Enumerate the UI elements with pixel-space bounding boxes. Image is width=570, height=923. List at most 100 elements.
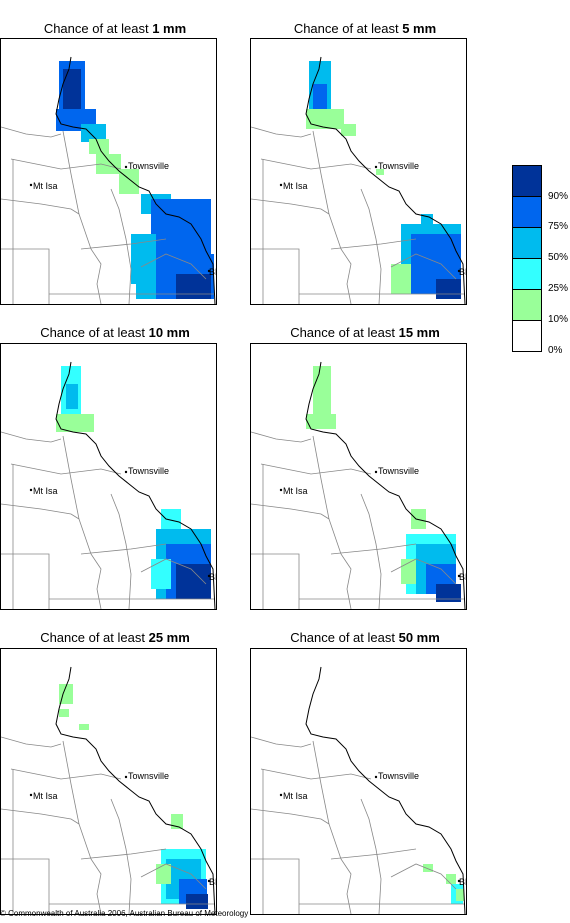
place-marker xyxy=(279,793,283,797)
rainfall-chance-cell xyxy=(59,684,73,704)
region-border xyxy=(312,130,342,250)
panel-title: Chance of at least 10 mm xyxy=(40,325,190,340)
rainfall-chance-cell xyxy=(56,414,94,432)
place-label-townsville: Townsville xyxy=(378,771,419,781)
region-border xyxy=(1,248,50,304)
place-label-bris: BRIS xyxy=(459,267,466,277)
rainfall-chance-cell xyxy=(456,889,464,901)
region-border xyxy=(360,188,382,304)
region-border xyxy=(390,558,457,585)
region-border xyxy=(1,503,80,520)
rainfall-chance-cell xyxy=(63,69,81,109)
place-label-townsville: Townsville xyxy=(128,466,169,476)
place-marker xyxy=(124,165,128,169)
region-border xyxy=(360,798,382,914)
rainfall-chance-cell xyxy=(96,154,121,174)
place-marker xyxy=(207,269,211,273)
region-border xyxy=(340,858,352,914)
place-marker xyxy=(124,775,128,779)
rainfall-chance-cell xyxy=(81,124,106,142)
place-marker xyxy=(457,269,461,273)
rainfall-chance-cell xyxy=(376,169,384,175)
rainfall-chance-cell xyxy=(436,279,461,299)
region-border xyxy=(390,863,457,890)
region-border xyxy=(330,238,417,250)
region-border xyxy=(260,158,372,170)
region-border xyxy=(140,863,207,890)
rainfall-chance-cell xyxy=(151,559,171,589)
region-border xyxy=(80,848,167,860)
region-border xyxy=(10,463,122,475)
place-marker xyxy=(374,775,378,779)
legend-label: 25% xyxy=(548,283,569,294)
region-border xyxy=(251,736,312,748)
place-marker xyxy=(29,488,33,492)
rainfall-chance-cell xyxy=(446,874,456,884)
region-border xyxy=(1,198,80,215)
legend-label: 75% xyxy=(548,221,569,232)
panel-title: Chance of at least 5 mm xyxy=(293,21,437,36)
map-50mm: Townsville Mt Isa BRIS xyxy=(250,648,467,915)
region-border xyxy=(90,858,102,914)
region-border xyxy=(10,158,122,170)
region-border xyxy=(360,493,382,609)
region-border xyxy=(390,253,457,280)
region-border xyxy=(110,798,132,914)
map-25mm: Townsville Mt Isa BRIS xyxy=(0,648,217,915)
map-svg: Townsville Mt Isa BRIS xyxy=(1,666,216,914)
rainfall-chance-cell xyxy=(156,864,171,884)
rainfall-chance-cell xyxy=(313,366,331,416)
place-marker xyxy=(279,183,283,187)
region-border xyxy=(251,126,312,138)
place-label-townsville: Townsville xyxy=(128,771,169,781)
legend-swatch-0 xyxy=(512,321,542,352)
coastline xyxy=(55,56,216,304)
legend-swatch-90 xyxy=(512,165,542,197)
region-border xyxy=(1,808,80,825)
copyright-footer: © Commonwealth of Australia 2006, Austra… xyxy=(0,909,249,918)
region-border xyxy=(330,543,417,555)
region-border xyxy=(260,463,372,475)
region-border xyxy=(251,553,300,609)
place-label-mt_isa: Mt Isa xyxy=(283,486,308,496)
place-label-townsville: Townsville xyxy=(378,466,419,476)
legend-label: 0% xyxy=(548,345,563,356)
panel-title: Chance of at least 50 mm xyxy=(290,630,440,645)
legend-label: 50% xyxy=(548,252,569,263)
legend-swatch-25 xyxy=(512,259,542,290)
region-border xyxy=(330,848,417,860)
place-label-bris: BRIS xyxy=(459,877,466,887)
region-border xyxy=(10,768,122,780)
rainfall-chance-cell xyxy=(119,169,139,194)
region-border xyxy=(1,553,50,609)
rainfall-chance-cell xyxy=(306,109,344,129)
place-marker xyxy=(457,879,461,883)
region-border xyxy=(110,188,132,304)
region-border xyxy=(1,431,62,443)
region-border xyxy=(80,238,167,250)
map-svg: Townsville Mt Isa BRIS xyxy=(251,666,466,914)
place-label-bris: BRIS xyxy=(209,572,216,582)
place-label-mt_isa: Mt Isa xyxy=(283,791,308,801)
place-marker xyxy=(29,793,33,797)
region-border xyxy=(140,253,207,280)
place-marker xyxy=(374,470,378,474)
region-border xyxy=(1,126,62,138)
map-15mm: Townsville Mt Isa BRIS xyxy=(250,343,467,610)
coastline xyxy=(305,666,466,914)
region-border xyxy=(312,740,342,860)
region-border xyxy=(251,858,300,914)
place-marker xyxy=(207,879,211,883)
map-svg: Townsville Mt Isa BRIS xyxy=(1,361,216,609)
place-label-townsville: Townsville xyxy=(128,161,169,171)
region-border xyxy=(251,248,300,304)
place-marker xyxy=(279,488,283,492)
region-border xyxy=(62,435,92,555)
panel-title: Chance of at least 25 mm xyxy=(40,630,190,645)
legend: 90% 75% 50% 25% 10% 0% xyxy=(512,165,568,356)
map-svg: Townsville Mt Isa BRIS xyxy=(1,56,216,304)
place-marker xyxy=(207,574,211,578)
rainfall-chance-cell xyxy=(436,584,461,602)
coastline xyxy=(305,361,466,609)
region-border xyxy=(340,248,352,304)
